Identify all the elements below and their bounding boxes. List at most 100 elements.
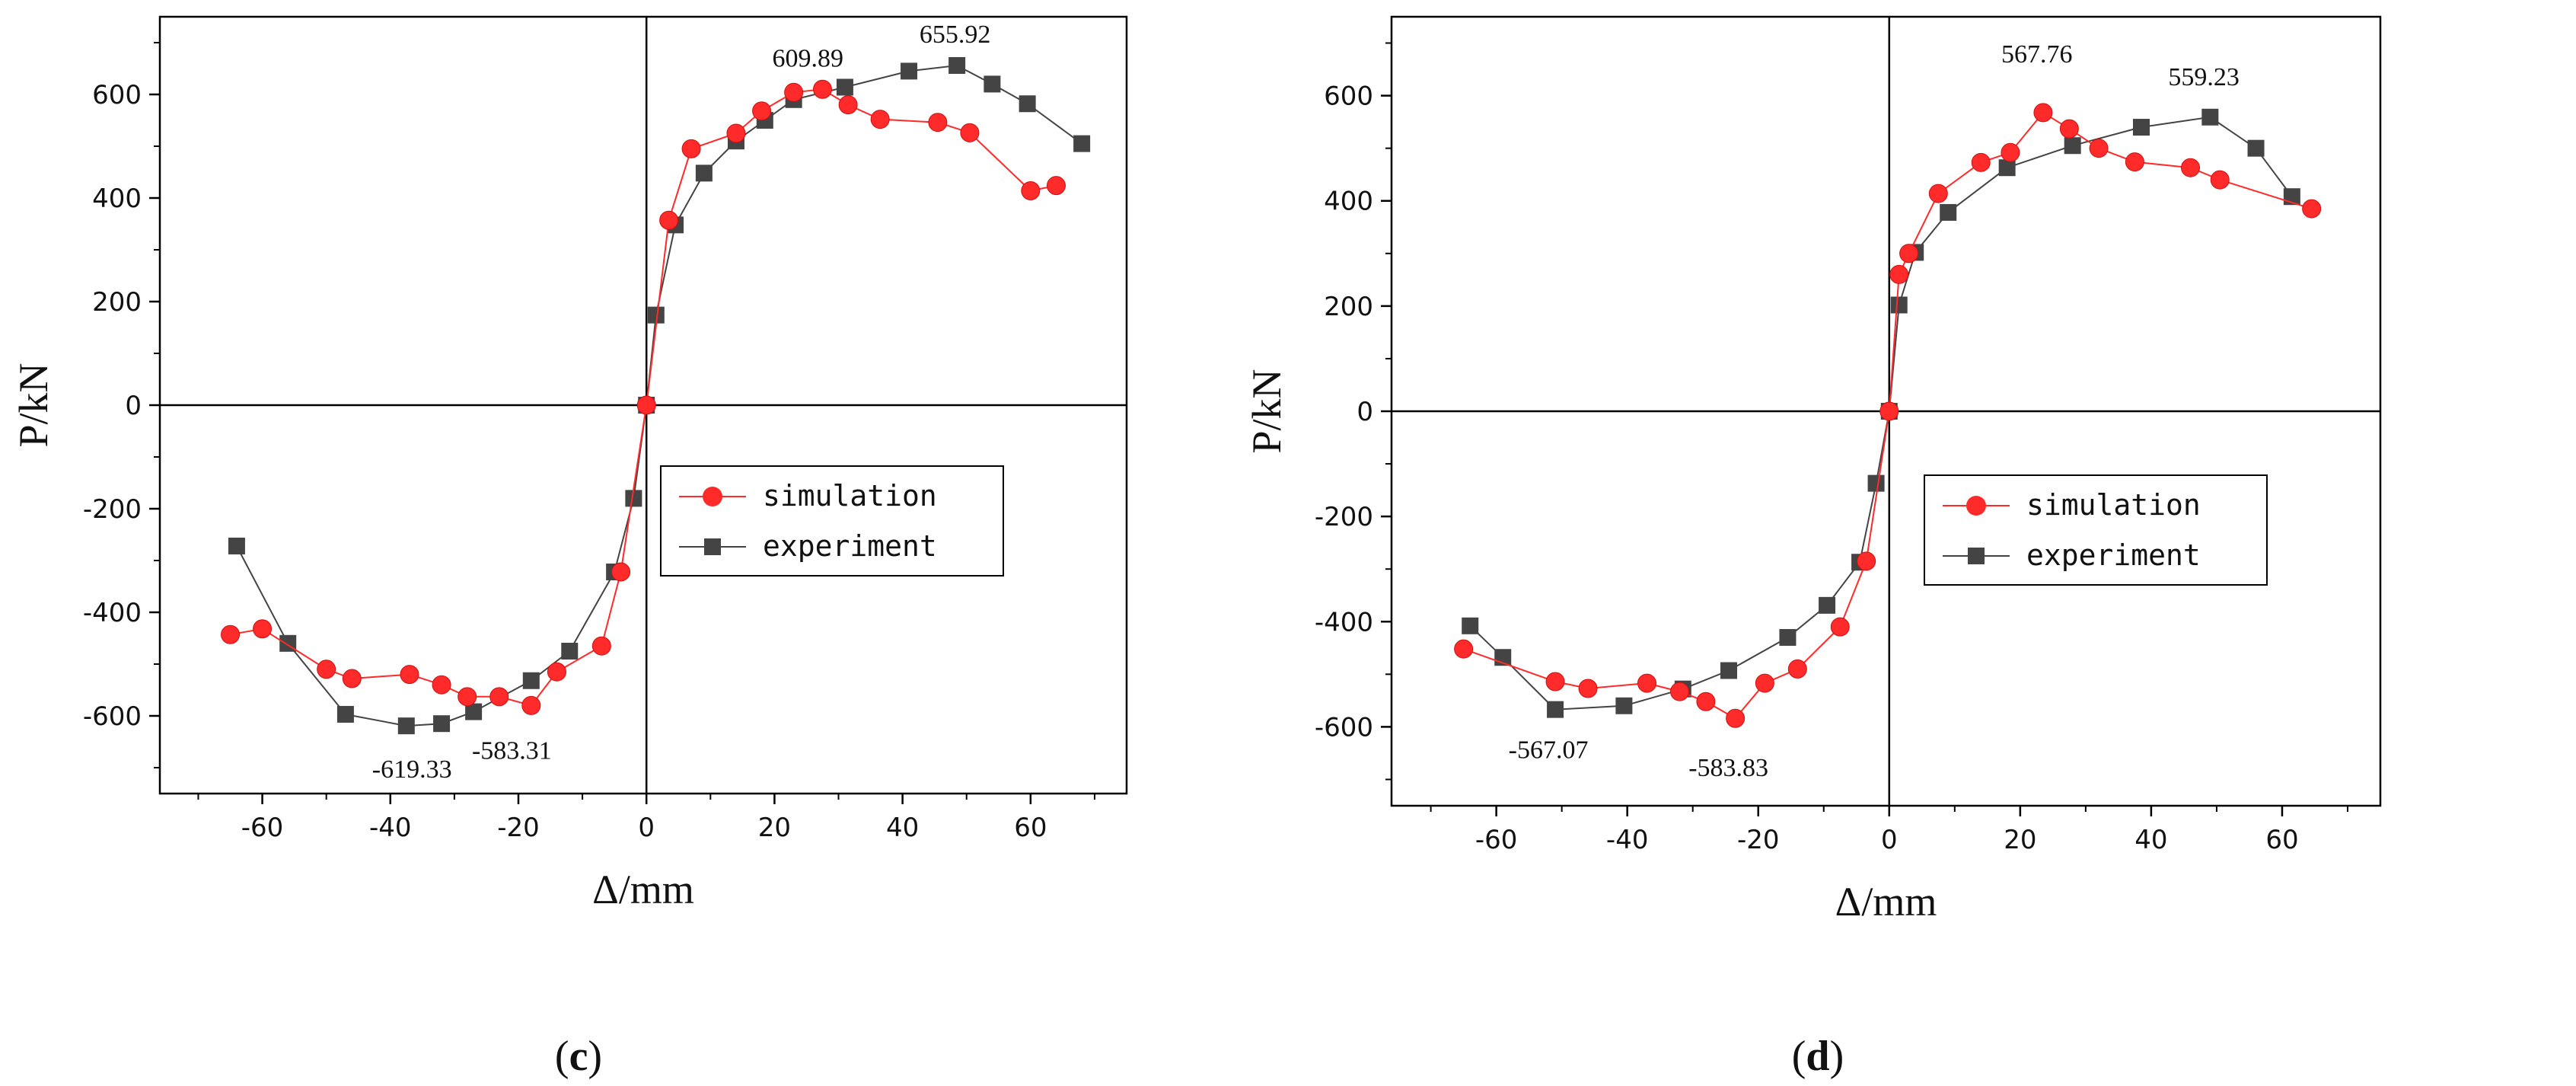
peak-annotation: -583.83 (1688, 754, 1768, 782)
y-tick-label: 400 (1324, 187, 1373, 217)
simulation-point (2302, 199, 2322, 219)
x-axis-title: Δ/mm (1835, 879, 1937, 925)
legend-label-experiment: experiment (2026, 538, 2201, 572)
experiment-line (1469, 116, 2293, 711)
simulation-point (221, 624, 241, 644)
x-tick-label: 0 (1881, 825, 1898, 855)
simulation-point (928, 113, 948, 133)
simulation-point (681, 139, 701, 158)
simulation-point (1454, 639, 1474, 659)
y-tick-label: -200 (1315, 502, 1373, 532)
simulation-point (591, 636, 611, 656)
y-tick-label: 200 (1324, 292, 1373, 322)
simulation-point (1021, 180, 1041, 200)
peak-annotation: 559.23 (2168, 63, 2240, 91)
x-tick-label: 60 (2265, 825, 2298, 855)
peak-annotation: -619.33 (372, 755, 452, 784)
experiment-point (984, 75, 1001, 93)
y-tick-label: 400 (92, 184, 142, 214)
simulation-point (1545, 672, 1565, 692)
experiment-point (695, 164, 713, 182)
series-simulation (221, 79, 1066, 715)
x-tick-label: -40 (369, 813, 412, 843)
x-tick-label: -20 (1737, 825, 1780, 855)
simulation-point (784, 82, 804, 102)
peak-annotation: 655.92 (920, 21, 991, 49)
simulation-point (2033, 103, 2053, 123)
x-tick-label: 20 (758, 813, 791, 843)
simulation-point (317, 660, 336, 679)
experiment-point (1462, 617, 1479, 634)
x-tick-label: -60 (1475, 825, 1518, 855)
simulation-point (489, 687, 509, 707)
experiment-point (2064, 137, 2081, 155)
legend-marker-simulation (1966, 496, 1986, 516)
y-tick-label: 600 (1324, 81, 1373, 112)
panel-label: (c) (555, 1033, 602, 1080)
simulation-point (1670, 682, 1690, 701)
legend: simulation experiment (1924, 474, 2268, 586)
x-tick-label: 40 (2134, 825, 2167, 855)
simulation-point (400, 665, 419, 685)
peak-annotation: 567.76 (2001, 40, 2073, 69)
x-tick-label: 40 (886, 813, 919, 843)
simulation-point (838, 95, 858, 115)
experiment-point (228, 537, 245, 554)
legend-box (1924, 474, 2268, 586)
panel-label: (d) (1792, 1033, 1844, 1080)
simulation-point (1830, 617, 1850, 637)
legend-marker-simulation (703, 487, 722, 506)
series-experiment (228, 56, 1091, 735)
y-tick-label: -400 (1315, 607, 1373, 637)
x-tick-label: -40 (1606, 825, 1649, 855)
experiment-point (647, 306, 665, 324)
simulation-point (1857, 551, 1876, 571)
experiment-point (1547, 701, 1564, 718)
x-tick-label: 0 (638, 813, 655, 843)
peak-annotation: -583.31 (472, 737, 552, 765)
series-experiment (1462, 108, 2300, 718)
simulation-point (1928, 184, 1948, 203)
y-tick-label: -600 (1315, 712, 1373, 743)
peak-annotation: -567.07 (1509, 736, 1589, 765)
experiment-point (1998, 159, 2016, 177)
x-tick-label: 20 (2004, 825, 2036, 855)
series-simulation (1454, 103, 2322, 728)
experiment-point (1019, 95, 1036, 113)
x-tick-label: 60 (1014, 813, 1047, 843)
experiment-point (1615, 697, 1633, 714)
simulation-point (253, 619, 273, 639)
simulation-point (611, 562, 631, 582)
experiment-point (1890, 296, 1908, 314)
experiment-point (2247, 139, 2265, 157)
simulation-point (547, 662, 566, 682)
simulation-point (342, 669, 362, 688)
y-axis-title: P/kN (11, 363, 56, 447)
chart-panel-c: -60 -40 -20 0 20 40 60-600-400-2000200400600Δ/… (11, 15, 1128, 1080)
y-tick-label: 0 (1357, 397, 1373, 427)
simulation-point (2125, 152, 2144, 172)
experiment-point (433, 715, 451, 733)
experiment-point (836, 78, 853, 96)
y-tick-label: -600 (83, 701, 142, 732)
experiment-point (2133, 119, 2150, 136)
legend-label-experiment: experiment (763, 529, 937, 563)
experiment-point (2201, 108, 2219, 126)
panel-label-letter: c (569, 1033, 588, 1080)
chart-panel-d: -60 -40 -20 0 20 40 60-600-400-2000200400600Δ/… (1244, 15, 2382, 1080)
experiment-point (948, 56, 966, 74)
legend-label-simulation: simulation (2026, 488, 2201, 522)
simulation-point (1696, 692, 1716, 711)
experiment-point (1940, 203, 1957, 221)
panel-label-close: ) (588, 1033, 602, 1080)
y-tick-label: 600 (92, 80, 142, 110)
legend-marker-experiment (1968, 548, 1985, 564)
experiment-point (561, 643, 579, 660)
experiment-point (1720, 662, 1738, 679)
y-tick-label: 0 (125, 391, 142, 421)
experiment-point (901, 62, 918, 80)
simulation-point (1726, 708, 1745, 728)
simulation-point (812, 79, 832, 99)
simulation-point (1879, 401, 1899, 421)
